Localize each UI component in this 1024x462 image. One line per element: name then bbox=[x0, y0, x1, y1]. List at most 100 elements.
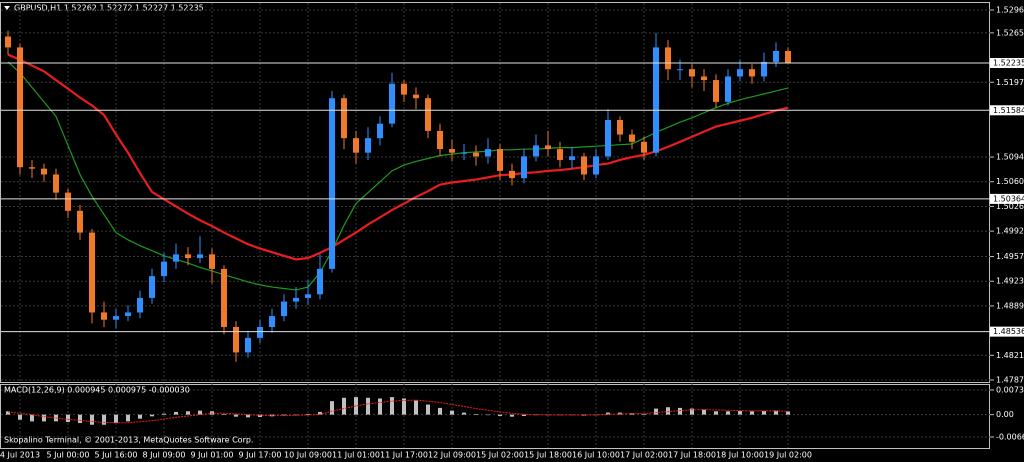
candle-body bbox=[557, 149, 563, 160]
macd-bar bbox=[714, 411, 718, 415]
price-level-box bbox=[990, 105, 1024, 116]
macd-bar bbox=[246, 414, 250, 418]
macd-bar bbox=[666, 407, 670, 415]
y-tick-label: -0.006632 bbox=[996, 433, 1024, 442]
macd-bar bbox=[306, 413, 310, 415]
candle-body bbox=[329, 98, 335, 269]
y-tick-label: 1.49920 bbox=[996, 227, 1024, 236]
candle-body bbox=[701, 76, 707, 81]
macd-bar bbox=[282, 414, 286, 416]
macd-bar bbox=[654, 408, 658, 415]
candle-body bbox=[413, 94, 419, 99]
macd-bar bbox=[342, 397, 346, 415]
candle-body bbox=[725, 76, 731, 102]
candle-body bbox=[305, 294, 311, 298]
candle-body bbox=[665, 47, 671, 70]
candle-body bbox=[605, 120, 611, 157]
x-tick-label: 11 Jul 01:00 bbox=[332, 451, 380, 460]
copyright: Skopalino Terminal, © 2001-2013, MetaQuo… bbox=[4, 436, 253, 445]
candle-body bbox=[317, 268, 323, 295]
candle-body bbox=[773, 51, 779, 62]
candle-body bbox=[185, 254, 191, 258]
macd-bar bbox=[162, 413, 166, 415]
macd-bar bbox=[366, 397, 370, 415]
macd-bar bbox=[678, 407, 682, 415]
symbol-header: GBPUSD,H1 1.52262 1.52272 1.52227 1.5223… bbox=[14, 4, 204, 13]
candle-body bbox=[653, 47, 659, 153]
candle-body bbox=[341, 98, 347, 139]
macd-bar bbox=[762, 410, 766, 415]
macd-bar bbox=[774, 410, 778, 415]
candle-body bbox=[437, 130, 443, 150]
candle-body bbox=[53, 174, 59, 193]
macd-bar bbox=[606, 412, 610, 415]
menu-icon bbox=[4, 6, 10, 10]
x-tick-label: 9 Jul 01:00 bbox=[191, 451, 234, 460]
candle-body bbox=[65, 192, 71, 211]
macd-bar bbox=[126, 414, 130, 422]
candle-body bbox=[125, 312, 131, 317]
candle-body bbox=[449, 149, 455, 153]
price-level-box bbox=[990, 326, 1024, 337]
macd-bar bbox=[498, 414, 502, 416]
y-tick-label: 1.49570 bbox=[996, 252, 1024, 261]
candle-body bbox=[485, 149, 491, 157]
macd-bar bbox=[786, 411, 790, 415]
macd-bar bbox=[522, 414, 526, 416]
macd-header: MACD(12,26,9) 0.000945 0.000975 -0.00003… bbox=[4, 386, 190, 395]
macd-signal bbox=[7, 399, 789, 424]
candle-body bbox=[401, 83, 407, 95]
x-tick-label: 11 Jul 17:00 bbox=[380, 451, 428, 460]
candle-body bbox=[497, 149, 503, 171]
price-level-box bbox=[990, 193, 1024, 204]
candle-body bbox=[521, 156, 527, 179]
candle-body bbox=[629, 134, 635, 142]
macd-bar bbox=[258, 414, 262, 418]
macd-bar bbox=[198, 410, 202, 415]
candle-body bbox=[149, 276, 155, 298]
macd-bar bbox=[726, 411, 730, 415]
candle-body bbox=[677, 69, 683, 71]
candle-body bbox=[137, 297, 143, 313]
x-tick-label: 10 Jul 09:00 bbox=[284, 451, 332, 460]
y-tick-label: 1.52965 bbox=[996, 6, 1024, 15]
x-tick-label: 15 Jul 18:00 bbox=[524, 451, 572, 460]
candle-body bbox=[221, 268, 227, 327]
x-tick-label: 5 Jul 16:00 bbox=[95, 451, 138, 460]
candle-body bbox=[473, 152, 479, 157]
macd-bar bbox=[222, 413, 226, 415]
candle-body bbox=[737, 69, 743, 77]
price-level-label: 1.48536 bbox=[993, 327, 1024, 336]
macd-bar bbox=[234, 414, 238, 417]
macd-bar bbox=[690, 408, 694, 415]
macd-bar bbox=[738, 410, 742, 415]
candle-body bbox=[545, 145, 551, 150]
candle-body bbox=[569, 156, 575, 160]
price-level-box bbox=[990, 58, 1024, 69]
x-tick-label: 16 Jul 10:00 bbox=[572, 451, 620, 460]
macd-bar bbox=[354, 397, 358, 415]
macd-bar bbox=[750, 411, 754, 415]
macd-bar bbox=[390, 397, 394, 415]
candle-body bbox=[41, 168, 47, 175]
x-tick-label: 18 Jul 10:00 bbox=[716, 451, 764, 460]
price-level-label: 1.52235 bbox=[993, 59, 1024, 68]
candle-body bbox=[173, 254, 179, 262]
macd-bar bbox=[642, 413, 646, 415]
candle-body bbox=[761, 61, 767, 77]
candle-body bbox=[257, 326, 263, 338]
macd-bar bbox=[66, 414, 70, 423]
y-tick-label: 1.52650 bbox=[996, 28, 1024, 37]
candle-body bbox=[5, 36, 11, 48]
macd-bar bbox=[378, 398, 382, 415]
macd-bar bbox=[486, 414, 490, 416]
candle-body bbox=[293, 297, 299, 302]
macd-bar bbox=[18, 414, 22, 420]
candle-body bbox=[365, 138, 371, 153]
price-frame bbox=[0, 2, 990, 383]
x-tick-label: 17 Jul 02:00 bbox=[620, 451, 668, 460]
candle-body bbox=[353, 138, 359, 153]
macd-bar bbox=[438, 407, 442, 415]
candle-body bbox=[509, 170, 515, 179]
y-tick-label: 1.51970 bbox=[996, 78, 1024, 87]
